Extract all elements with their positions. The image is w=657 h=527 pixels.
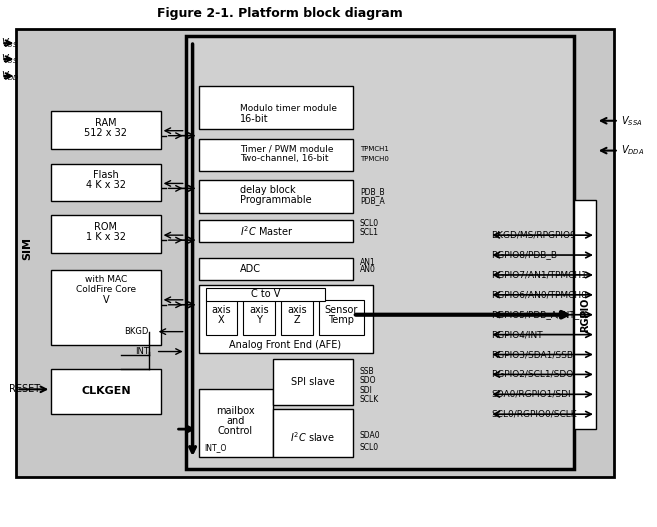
Text: Control: Control: [218, 426, 253, 436]
Text: SDA0: SDA0: [360, 431, 380, 440]
Text: ColdFire Core: ColdFire Core: [76, 285, 136, 295]
Bar: [198, 389, 273, 457]
Text: ROM: ROM: [95, 222, 118, 232]
Bar: [51, 111, 161, 149]
Text: RESET: RESET: [9, 384, 41, 394]
Text: Flash: Flash: [93, 170, 119, 180]
Text: with MAC: with MAC: [85, 276, 127, 285]
Text: X: X: [218, 315, 225, 325]
Text: Z: Z: [294, 315, 300, 325]
Text: 16-bit: 16-bit: [240, 114, 269, 124]
Text: Two-channel, 16-bit: Two-channel, 16-bit: [240, 154, 329, 163]
Text: RGPIO7/AN1/TPMCH1: RGPIO7/AN1/TPMCH1: [491, 270, 587, 279]
Text: $V_{SS}$: $V_{SS}$: [1, 36, 18, 50]
Bar: [319, 300, 364, 335]
Text: C to V: C to V: [250, 289, 280, 299]
Text: TPMCH0: TPMCH0: [360, 155, 389, 162]
Text: SCL1: SCL1: [360, 228, 379, 237]
Bar: [273, 359, 353, 405]
Text: PDB_B: PDB_B: [360, 187, 384, 196]
Text: SDO: SDO: [360, 376, 376, 385]
Text: delay block: delay block: [240, 186, 296, 196]
Text: SDA0/RGPIO1/SDI: SDA0/RGPIO1/SDI: [491, 390, 571, 399]
Text: $V_{DD}$: $V_{DD}$: [1, 69, 20, 83]
Text: V: V: [102, 295, 109, 305]
Text: Analog Front End (AFE): Analog Front End (AFE): [229, 339, 341, 349]
Text: SCLK: SCLK: [360, 395, 379, 404]
Bar: [198, 180, 353, 213]
Text: Modulo timer module: Modulo timer module: [240, 104, 338, 113]
Bar: [281, 300, 313, 335]
Text: PDB_A: PDB_A: [360, 196, 384, 205]
Bar: [51, 369, 161, 414]
Text: SDI: SDI: [360, 386, 373, 395]
Bar: [243, 300, 275, 335]
Text: ADC: ADC: [240, 264, 261, 274]
Text: SCL0: SCL0: [360, 219, 379, 228]
Text: $V_{DDA}$: $V_{DDA}$: [621, 144, 644, 158]
Bar: [574, 200, 596, 429]
Text: Timer / PWM module: Timer / PWM module: [240, 144, 334, 153]
Text: AN0: AN0: [360, 266, 376, 275]
Text: RGPIO4/INT: RGPIO4/INT: [491, 330, 543, 339]
Bar: [198, 285, 373, 353]
Text: 512 x 32: 512 x 32: [85, 128, 127, 138]
Bar: [198, 86, 353, 129]
Text: $V_{SS}$: $V_{SS}$: [1, 52, 18, 66]
Text: BKGD/MS/RPGPIO9: BKGD/MS/RPGPIO9: [491, 231, 576, 240]
Text: Sensor: Sensor: [325, 305, 357, 315]
Text: RAM: RAM: [95, 118, 117, 128]
Bar: [51, 163, 161, 201]
Text: axis: axis: [250, 305, 269, 315]
Text: RGPIO2/SCL1/SDO: RGPIO2/SCL1/SDO: [491, 370, 574, 379]
Text: Programmable: Programmable: [240, 196, 312, 206]
Text: AN1: AN1: [360, 258, 376, 267]
Text: SCL0/RGPIO0/SCLK: SCL0/RGPIO0/SCLK: [491, 409, 577, 418]
Text: $I^2C$ slave: $I^2C$ slave: [290, 430, 336, 444]
Bar: [273, 409, 353, 457]
Text: SSB: SSB: [360, 367, 374, 376]
Text: SIM: SIM: [22, 237, 32, 260]
Bar: [16, 29, 614, 477]
Text: and: and: [226, 416, 244, 426]
Text: TPMCH1: TPMCH1: [360, 145, 389, 152]
Text: INT: INT: [135, 347, 148, 356]
Text: 4 K x 32: 4 K x 32: [86, 180, 126, 190]
Text: RGPIO3/SDA1/SSB: RGPIO3/SDA1/SSB: [491, 350, 574, 359]
Bar: [206, 288, 325, 301]
Text: CLKGEN: CLKGEN: [81, 386, 131, 396]
Text: SPI slave: SPI slave: [291, 377, 335, 387]
Bar: [51, 270, 161, 345]
Text: SCL0: SCL0: [360, 443, 379, 452]
Text: $V_{SSA}$: $V_{SSA}$: [621, 114, 643, 128]
Bar: [206, 300, 237, 335]
Text: Temp: Temp: [328, 315, 354, 325]
Bar: [186, 36, 574, 469]
Text: 1 K x 32: 1 K x 32: [86, 232, 126, 242]
Bar: [198, 139, 353, 171]
Bar: [198, 258, 353, 280]
Text: axis: axis: [212, 305, 231, 315]
Bar: [198, 220, 353, 242]
Text: Y: Y: [256, 315, 262, 325]
Text: RGPIO5/PDB_A/INT_O: RGPIO5/PDB_A/INT_O: [491, 310, 587, 319]
Text: $I^2C$ Master: $I^2C$ Master: [240, 225, 294, 238]
Text: Figure 2-1. Platform block diagram: Figure 2-1. Platform block diagram: [157, 7, 403, 20]
Bar: [51, 215, 161, 253]
Text: RGPIO: RGPIO: [580, 298, 590, 332]
Text: INT_O: INT_O: [204, 444, 227, 453]
Text: BKGD: BKGD: [124, 327, 148, 336]
Text: mailbox: mailbox: [216, 406, 255, 416]
Text: axis: axis: [287, 305, 307, 315]
Text: RGPIO6/AN0/TPMCH0: RGPIO6/AN0/TPMCH0: [491, 290, 587, 299]
Text: RGPIO8/PDB_B: RGPIO8/PDB_B: [491, 250, 557, 259]
